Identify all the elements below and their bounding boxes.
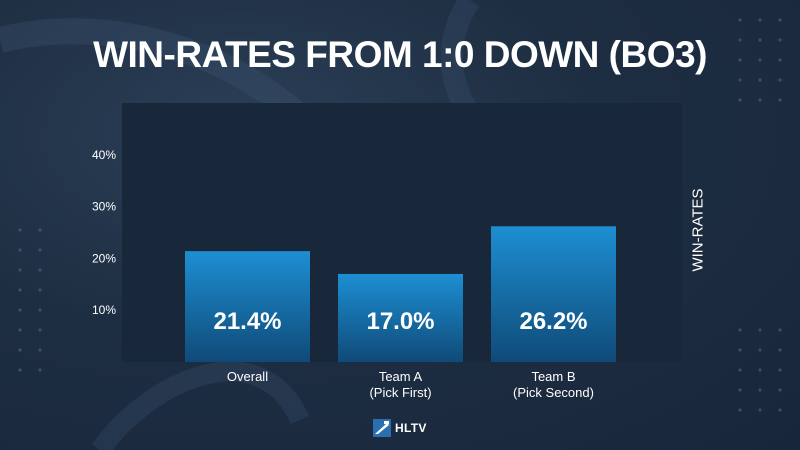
hltv-logo-text: HLTV xyxy=(395,421,427,435)
y-tick-label: 20% xyxy=(92,251,116,265)
hltv-logo: HLTV xyxy=(373,419,427,437)
bar-value-label: 21.4% xyxy=(213,308,281,335)
y-tick-label: 30% xyxy=(92,200,116,214)
bar-value-label: 26.2% xyxy=(519,308,587,335)
y-axis-label: WIN-RATES xyxy=(683,180,713,280)
category-sublabel: (Pick First) xyxy=(369,385,431,400)
bar xyxy=(491,226,616,362)
chart-title: WIN-RATES FROM 1:0 DOWN (BO3) xyxy=(93,34,707,75)
bar xyxy=(338,273,463,362)
bar-value-label: 17.0% xyxy=(366,308,434,335)
category-label: Overall xyxy=(227,369,268,384)
category-sublabel: (Pick Second) xyxy=(513,385,594,400)
y-axis-label-text: WIN-RATES xyxy=(689,188,707,272)
category-label: Team B xyxy=(531,369,575,384)
bar xyxy=(185,251,310,362)
hltv-logo-icon xyxy=(373,419,391,437)
category-label: Team A xyxy=(379,369,423,384)
y-tick-label: 10% xyxy=(92,303,116,317)
y-tick-label: 40% xyxy=(92,148,116,162)
